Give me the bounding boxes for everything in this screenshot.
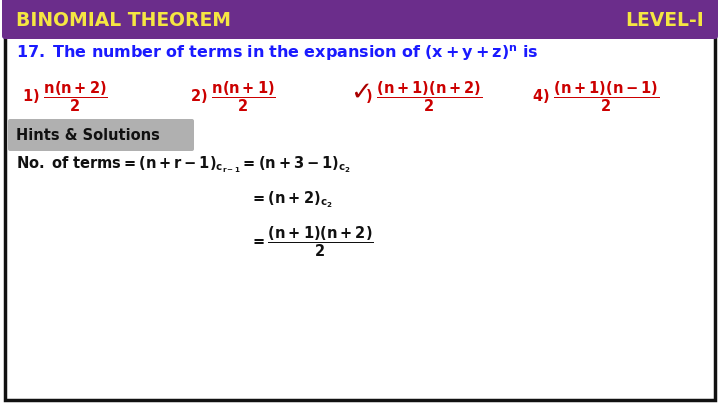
Text: $\mathbf{1)\ \dfrac{n(n+2)}{2}}$: $\mathbf{1)\ \dfrac{n(n+2)}{2}}$ (22, 80, 108, 114)
Text: $\mathbf{4)\ \dfrac{(n+1)(n-1)}{2}}$: $\mathbf{4)\ \dfrac{(n+1)(n-1)}{2}}$ (532, 80, 660, 114)
Text: $\mathbf{2)\ \dfrac{n(n+1)}{2}}$: $\mathbf{2)\ \dfrac{n(n+1)}{2}}$ (190, 80, 276, 114)
FancyBboxPatch shape (8, 119, 194, 151)
Text: $\mathbf{= (n+2)_{c_2}}$: $\mathbf{= (n+2)_{c_2}}$ (250, 190, 333, 210)
Text: $\mathbf{No.\ of\ terms = (n+r-1)_{c_{r-1}} = (n+3-1)_{c_2}}$: $\mathbf{No.\ of\ terms = (n+r-1)_{c_{r-… (16, 155, 351, 175)
Text: $\mathbf{17.\ The\ number\ of\ terms\ in\ the\ expansion\ of\ (x + y + z)^n\ is}: $\mathbf{17.\ The\ number\ of\ terms\ in… (16, 43, 539, 63)
FancyBboxPatch shape (5, 5, 715, 400)
Text: Hints & Solutions: Hints & Solutions (16, 128, 160, 143)
FancyBboxPatch shape (2, 0, 718, 39)
Text: $\mathbf{)\ \dfrac{(n+1)(n+2)}{2}}$: $\mathbf{)\ \dfrac{(n+1)(n+2)}{2}}$ (365, 80, 482, 114)
Text: BINOMIAL THEOREM: BINOMIAL THEOREM (16, 11, 231, 30)
Text: $\checkmark$: $\checkmark$ (350, 79, 369, 105)
Text: $\mathbf{= \dfrac{(n+1)(n+2)}{2}}$: $\mathbf{= \dfrac{(n+1)(n+2)}{2}}$ (250, 225, 374, 259)
Text: LEVEL-I: LEVEL-I (625, 11, 704, 30)
